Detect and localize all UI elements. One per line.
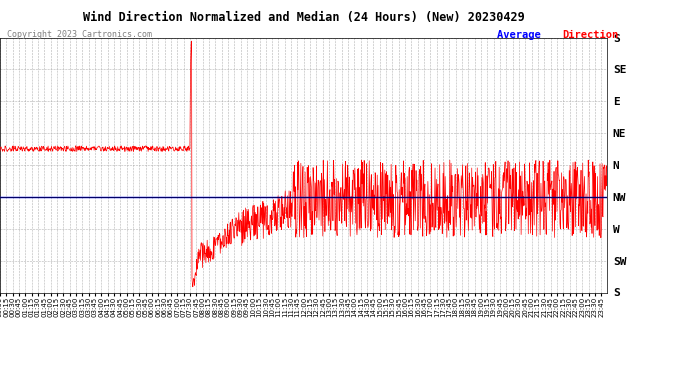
Text: Wind Direction Normalized and Median (24 Hours) (New) 20230429: Wind Direction Normalized and Median (24…	[83, 11, 524, 24]
Text: Copyright 2023 Cartronics.com: Copyright 2023 Cartronics.com	[7, 30, 152, 39]
Text: Average: Average	[497, 30, 546, 40]
Text: Direction: Direction	[562, 30, 619, 40]
